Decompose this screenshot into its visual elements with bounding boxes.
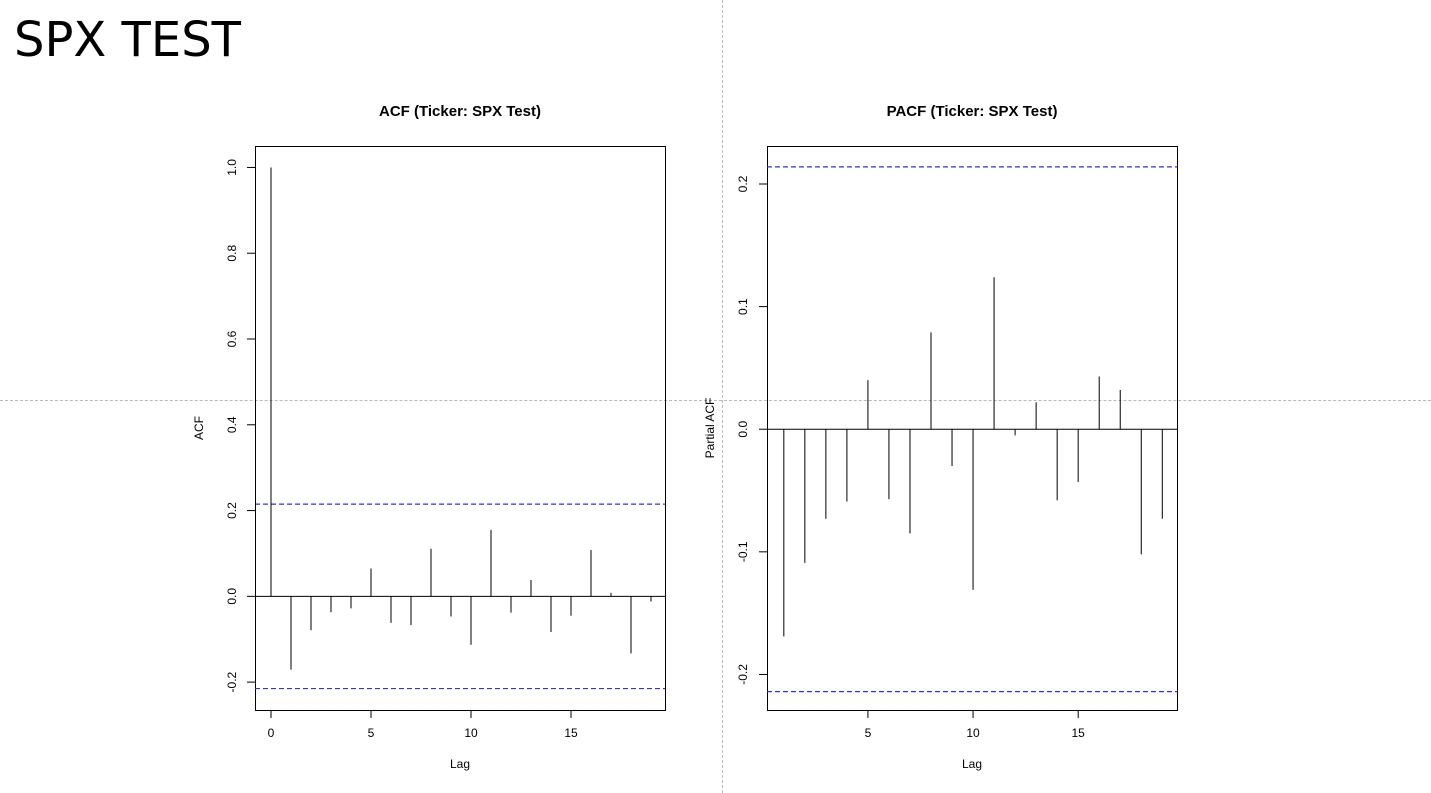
y-tick-label: 0.2	[736, 175, 750, 192]
y-tick-label: 0.2	[225, 502, 239, 519]
y-tick-label: 0.4	[225, 416, 239, 433]
y-tick-label: 0.0	[225, 588, 239, 605]
y-tick-label: 0.6	[225, 330, 239, 347]
slide-title: SPX TEST	[14, 12, 241, 68]
x-tick-label: 15	[564, 726, 578, 740]
x-tick-label: 5	[865, 726, 872, 740]
y-tick-label: 0.0	[736, 421, 750, 438]
x-tick-label: 5	[368, 726, 375, 740]
plot-frame	[767, 146, 1178, 711]
x-tick-label: 10	[966, 726, 980, 740]
y-axis-title: Partial ACF	[703, 398, 717, 459]
x-tick-label: 0	[268, 726, 275, 740]
x-axis-title: Lag	[962, 757, 982, 771]
x-tick-label: 15	[1071, 726, 1085, 740]
y-tick-label: 1.0	[225, 159, 239, 176]
chart-title: ACF (Ticker: SPX Test)	[379, 103, 541, 120]
horizontal-guide-line	[0, 400, 1431, 401]
y-tick-label: -0.2	[736, 664, 750, 685]
x-tick-label: 10	[464, 726, 478, 740]
y-tick-label: -0.2	[225, 671, 239, 692]
x-axis-title: Lag	[450, 757, 470, 771]
y-tick-label: -0.1	[736, 541, 750, 562]
y-tick-label: 0.8	[225, 245, 239, 262]
y-tick-label: 0.1	[736, 298, 750, 315]
y-axis-title: ACF	[192, 416, 206, 440]
chart-title: PACF (Ticker: SPX Test)	[887, 103, 1058, 120]
vertical-guide-line	[722, 0, 723, 793]
